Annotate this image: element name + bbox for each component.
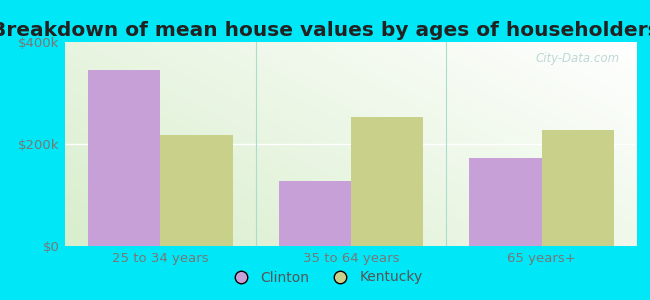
Bar (469, 158, 541, 246)
Bar (161, 135, 233, 246)
Text: Breakdown of mean house values by ages of householders: Breakdown of mean house values by ages o… (0, 21, 650, 40)
Bar (541, 130, 614, 246)
Text: City-Data.com: City-Data.com (536, 52, 620, 65)
Legend: Clinton, Kentucky: Clinton, Kentucky (222, 265, 428, 290)
Bar (351, 118, 423, 246)
Bar (279, 181, 351, 246)
Bar (88, 70, 161, 246)
